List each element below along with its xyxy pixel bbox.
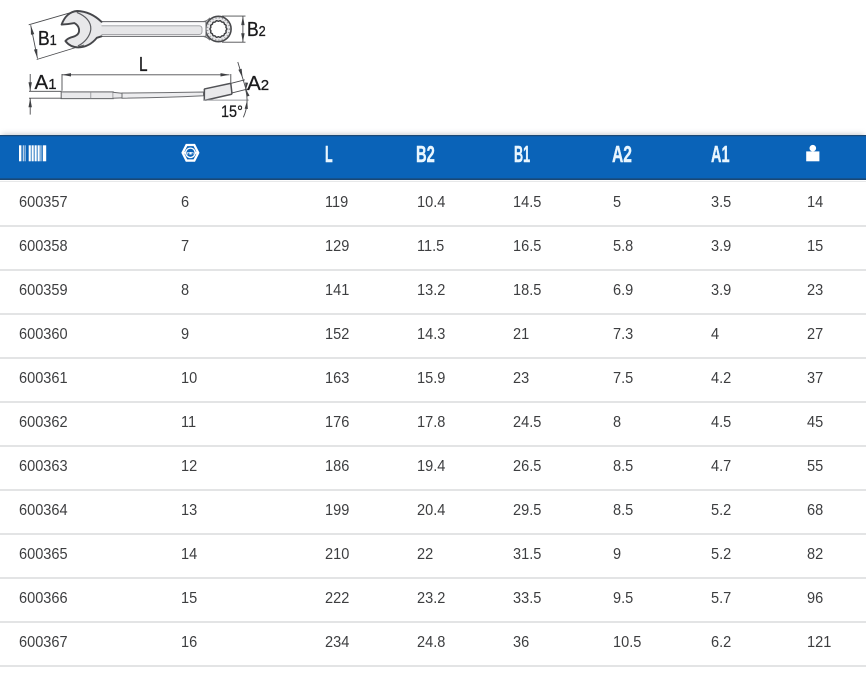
svg-text:mm: mm bbox=[187, 151, 194, 156]
